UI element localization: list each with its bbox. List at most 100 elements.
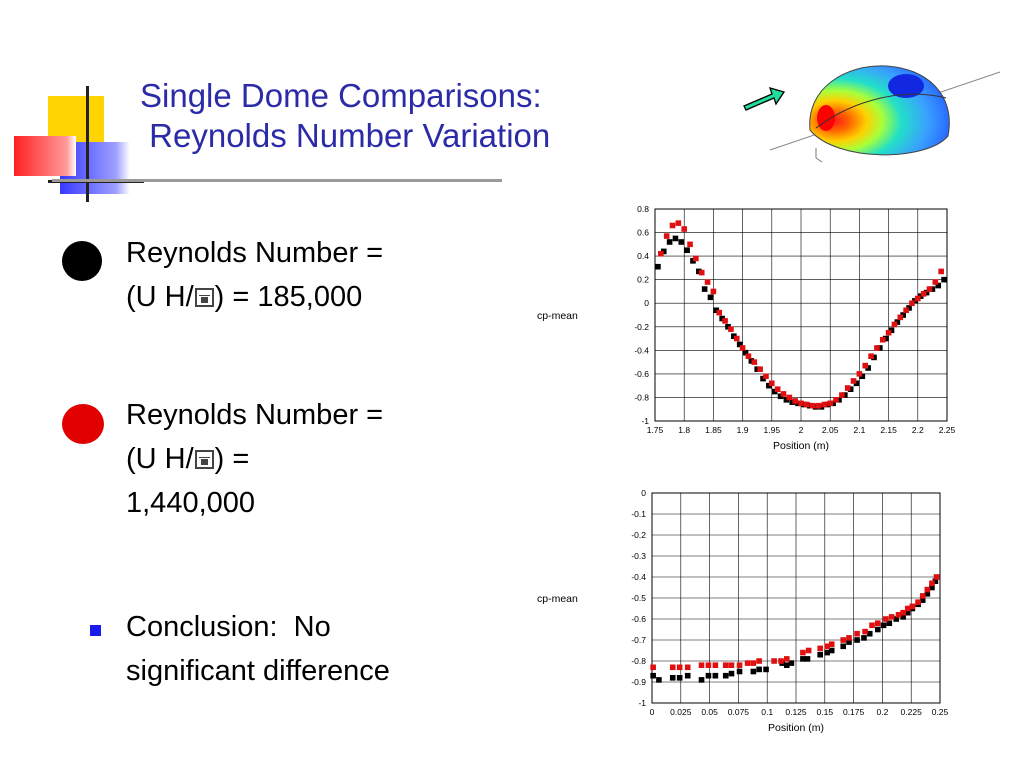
bullet-3-line-2: significant difference	[126, 655, 390, 687]
data-point	[655, 263, 661, 270]
x-tick-label: 0.225	[901, 707, 923, 717]
data-point	[701, 286, 708, 292]
data-point	[877, 345, 883, 351]
y-axis-label: cp-mean	[537, 593, 578, 605]
data-point	[786, 394, 793, 401]
y-tick-label: -0.5	[631, 593, 646, 603]
data-point	[672, 235, 679, 242]
data-point	[704, 279, 711, 285]
data-point	[707, 294, 714, 301]
y-tick-label: 0	[641, 488, 646, 498]
data-point	[879, 336, 886, 343]
data-point	[783, 656, 790, 662]
data-point	[874, 620, 881, 626]
data-point	[663, 233, 670, 239]
bullet-1-text-a: (U H/	[126, 281, 194, 313]
data-point	[856, 371, 863, 377]
title-line-1: Single Dome Comparisons:	[140, 77, 542, 114]
data-point	[888, 614, 895, 620]
data-point	[842, 392, 848, 398]
data-point	[687, 241, 693, 248]
data-point	[830, 400, 836, 407]
y-tick-label: -0.3	[631, 551, 646, 561]
data-point	[698, 677, 705, 683]
data-point	[941, 276, 947, 283]
data-point	[840, 637, 847, 643]
x-tick-label: 0.15	[817, 707, 834, 717]
x-axis-label: Position (m)	[768, 722, 824, 734]
data-point	[788, 660, 795, 666]
x-tick-label: 0.025	[670, 707, 692, 717]
y-tick-label: -0.7	[631, 635, 646, 645]
data-point	[780, 391, 787, 397]
data-point	[804, 401, 810, 408]
data-point	[924, 591, 931, 597]
data-point	[754, 366, 760, 372]
data-point	[763, 373, 769, 380]
data-point	[650, 672, 656, 679]
data-point	[739, 345, 746, 351]
data-point	[886, 620, 893, 626]
x-tick-label: 0	[650, 707, 655, 717]
data-point	[865, 365, 871, 371]
data-point	[874, 345, 880, 351]
x-axis-label: Position (m)	[773, 440, 829, 452]
data-point	[824, 401, 831, 408]
data-point	[757, 366, 763, 372]
y-tick-label: 0.6	[637, 228, 649, 238]
data-point	[824, 643, 830, 650]
x-tick-label: 1.85	[705, 425, 722, 435]
dome-pressure-image	[743, 65, 1001, 163]
data-point	[891, 321, 898, 328]
bullet-3-line-1: Conclusion: No	[126, 611, 331, 643]
black-circle-marker	[62, 241, 102, 281]
data-point	[853, 380, 860, 387]
data-point	[871, 354, 877, 361]
x-tick-label: 2	[799, 425, 804, 435]
data-point	[920, 291, 927, 297]
data-point	[917, 293, 924, 299]
page-title: Single Dome Comparisons: Reynolds Number…	[140, 76, 550, 156]
data-point	[722, 318, 728, 324]
data-point	[698, 269, 705, 276]
data-point	[862, 362, 869, 369]
data-point	[760, 375, 766, 382]
data-point	[805, 647, 812, 654]
x-tick-label: 2.25	[939, 425, 956, 435]
data-point	[821, 401, 828, 408]
data-point	[840, 643, 847, 650]
data-point	[828, 647, 835, 654]
data-point	[900, 312, 906, 318]
y-tick-label: -1	[638, 698, 646, 708]
x-tick-label: 1.8	[678, 425, 690, 435]
axis-triad-icon	[815, 148, 823, 163]
data-point	[880, 622, 887, 629]
data-point	[883, 616, 889, 622]
y-tick-label: 0.2	[637, 275, 649, 285]
data-point	[895, 612, 902, 618]
data-point	[795, 400, 801, 407]
data-point	[800, 656, 806, 662]
data-point	[722, 662, 729, 668]
bullet-2-line-2: (U H/) =	[126, 437, 383, 481]
x-tick-label: 0.2	[876, 707, 888, 717]
data-point	[705, 662, 712, 668]
data-point	[722, 672, 729, 679]
data-point	[728, 326, 734, 332]
data-point	[817, 651, 823, 658]
data-point	[678, 239, 685, 245]
y-tick-label: -0.8	[631, 656, 646, 666]
x-tick-label: 1.9	[737, 425, 749, 435]
y-tick-label: -0.8	[634, 392, 649, 402]
data-point	[771, 388, 778, 395]
data-point	[675, 220, 682, 226]
data-point	[806, 402, 813, 409]
data-point	[712, 662, 719, 668]
data-point	[854, 637, 860, 643]
data-point	[681, 226, 687, 232]
title-line-2: Reynolds Number Variation	[140, 117, 551, 154]
bullet-1-line-2: (U H/) = 185,000	[126, 275, 383, 319]
data-point	[751, 359, 758, 365]
data-point	[656, 677, 662, 683]
data-point	[690, 258, 696, 264]
